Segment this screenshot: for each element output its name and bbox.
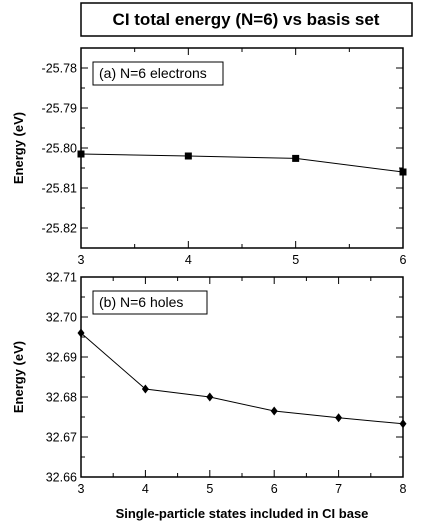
panel-b-x-tick-label: 8 [400, 482, 407, 496]
panel-a-label-group: (a) N=6 electrons [92, 61, 224, 86]
panel-b-x-axis-title: Single-particle states included in CI ba… [116, 506, 369, 521]
panel-b-y-tick-label: 32.70 [46, 311, 77, 325]
panel-a-electrons: (a) N=6 electrons Energy (eV) -25.82-25.… [11, 47, 407, 267]
panel-a-y-tick-label: -25.82 [42, 222, 77, 236]
panel-b-data-point [77, 328, 85, 338]
panel-a-x-tick-label: 4 [185, 253, 192, 267]
panel-b-y-tick-label: 32.68 [46, 391, 77, 405]
panel-b-y-axis-title: Energy (eV) [11, 341, 26, 413]
panel-b-x-tick-label: 4 [142, 482, 149, 496]
panel-b-holes: (b) N=6 holes Energy (eV) Single-particl… [11, 271, 407, 522]
panel-b-x-tick-label: 6 [271, 482, 278, 496]
panel-a-y-tick-label: -25.78 [42, 62, 77, 76]
panel-a-label-frame [92, 61, 224, 86]
panel-a-x-tick-label: 3 [78, 253, 85, 267]
panel-a-data-point [292, 154, 300, 162]
panel-a-y-tick-label: -25.79 [42, 102, 77, 116]
panel-a-y-axis-title: Energy (eV) [11, 112, 26, 184]
panel-b-data-point [141, 384, 149, 394]
panel-b-data-point [206, 392, 214, 402]
panel-b-y-tick-label: 32.69 [46, 351, 77, 365]
panel-a-y-tick-label: -25.80 [42, 142, 77, 156]
figure-title-frame [80, 2, 413, 37]
panel-b-y-tick-label: 32.66 [46, 471, 77, 485]
panel-a-data-point [77, 150, 85, 158]
panel-a-y-tick-label: -25.81 [42, 182, 77, 196]
panel-b-label-frame [92, 290, 208, 315]
panel-b-x-tick-label: 5 [206, 482, 213, 496]
panel-b-ticks: 32.66 32.67 32.68 32.69 32.70 32.71 3 4 5 6 7 8 [46, 271, 407, 497]
panel-a-ticks: -25.82 -25.81 -25.80 -25.79 -25.78 3 4 5 6 [42, 48, 407, 267]
panel-a-x-tick-label: 5 [292, 253, 299, 267]
panel-b-series-line [80, 332, 404, 425]
panel-b-x-tick-label: 7 [335, 482, 342, 496]
panel-b-label: (b) N=6 holes [99, 294, 183, 310]
panel-b-label-group: (b) N=6 holes [92, 290, 208, 315]
panel-b-data-point [399, 419, 407, 429]
panel-a-series [77, 150, 407, 176]
panel-b-y-tick-label: 32.71 [46, 271, 77, 285]
panel-b-data-point [270, 406, 278, 416]
panel-a-label: (a) N=6 electrons [99, 65, 207, 81]
panel-a-data-point [399, 168, 407, 176]
panel-a-data-point [184, 152, 192, 160]
panel-b-x-tick-label: 3 [78, 482, 85, 496]
panel-b-data-point [335, 413, 343, 423]
panel-a-x-tick-label: 6 [400, 253, 407, 267]
figure-title-box: CI total energy (N=6) vs basis set [80, 2, 413, 37]
panel-b-series [77, 328, 407, 429]
figure-title: CI total energy (N=6) vs basis set [113, 10, 380, 29]
panel-a-series-line [80, 153, 404, 173]
panel-b-y-tick-label: 32.67 [46, 431, 77, 445]
